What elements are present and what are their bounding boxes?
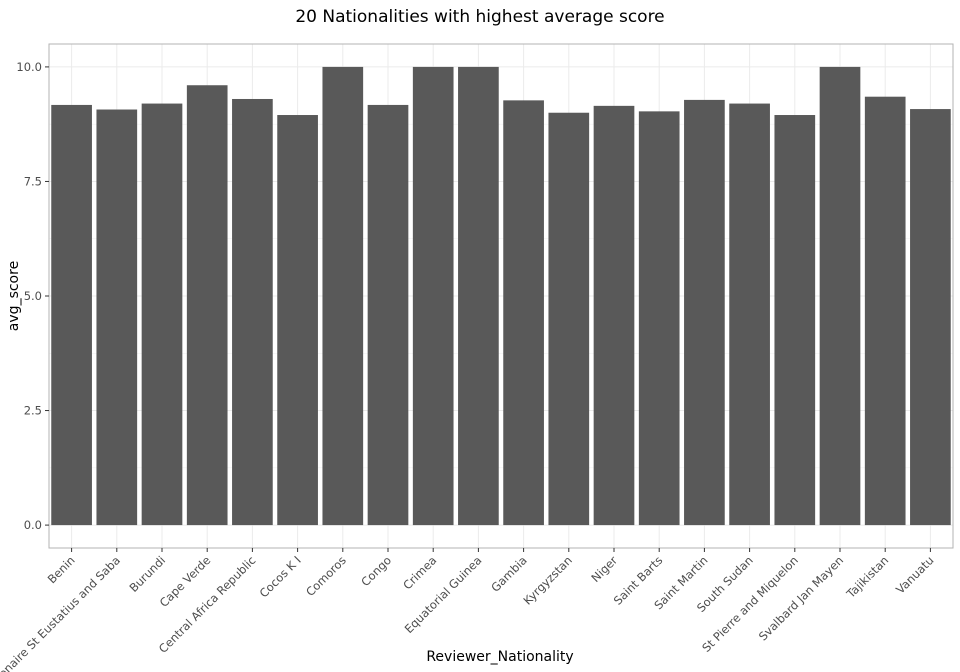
bar [367, 104, 409, 526]
x-tick-label: Burundi [126, 553, 168, 595]
y-tick-label: 5.0 [24, 289, 42, 303]
bar [774, 115, 816, 526]
bar [51, 104, 92, 526]
x-tick-label: Svalbard Jan Mayen [756, 553, 846, 643]
bar [322, 66, 364, 526]
y-tick-label: 0.0 [24, 518, 42, 532]
x-tick-label: Vanuatu [893, 553, 936, 596]
x-tick-label: Tajikistan [843, 553, 891, 601]
bar [593, 105, 635, 526]
y-tick-label: 7.5 [24, 174, 42, 188]
bar [729, 103, 770, 526]
bar [458, 66, 499, 526]
bar [277, 115, 318, 526]
bar [186, 85, 228, 526]
grid-lines [49, 44, 953, 548]
x-axis-title: Reviewer_Nationality [426, 649, 573, 665]
x-tick-label: Niger [588, 553, 620, 585]
y-tick-label: 10.0 [16, 60, 42, 74]
chart-title: 20 Nationalities with highest average sc… [295, 7, 664, 27]
bar [503, 100, 544, 526]
bar [548, 112, 590, 526]
y-tick-label: 2.5 [24, 404, 42, 418]
bar [232, 98, 273, 526]
x-tick-label: Kyrgyzstan [520, 553, 574, 607]
y-axis: 0.0 2.5 5.0 7.5 10.0 [16, 60, 49, 532]
bar [96, 109, 138, 526]
x-tick-label: Cocos K I [257, 553, 304, 600]
bar [864, 96, 906, 526]
bar [819, 66, 861, 526]
x-tick-label: Crimea [400, 553, 439, 592]
x-tick-label: Gambia [488, 553, 530, 595]
bar [910, 109, 951, 526]
bar [141, 103, 183, 526]
bar [638, 111, 680, 526]
bar [684, 99, 725, 526]
x-tick-label: Comoros [303, 553, 349, 599]
y-axis-title: avg_score [6, 261, 22, 331]
bars [51, 66, 951, 526]
x-tick-label: Benin [45, 553, 78, 586]
x-tick-label: Congo [358, 553, 394, 589]
x-tick-label: Equatorial Guinea [402, 553, 485, 636]
bar [412, 66, 454, 526]
